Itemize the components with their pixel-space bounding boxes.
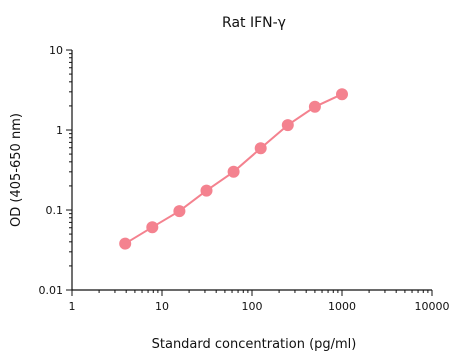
data-point: [336, 88, 348, 101]
data-point: [227, 165, 240, 178]
plot-area: [119, 88, 348, 250]
data-point: [281, 119, 294, 132]
y-tick-label: 0.1: [46, 204, 64, 217]
data-point: [173, 205, 186, 218]
y-axis-label: OD (405-650 nm): [9, 113, 24, 227]
y-tick-label: 1: [56, 124, 63, 137]
x-tick-label: 100: [242, 300, 263, 313]
data-point: [200, 184, 213, 197]
x-tick-label: 1000: [328, 300, 356, 313]
axes: 1 10 100 1000 10000 0.01 0.1 1 10: [39, 44, 449, 313]
x-tick-label: 1: [69, 300, 76, 313]
data-point: [254, 142, 267, 155]
x-axis-label: Standard concentration (pg/ml): [152, 337, 357, 352]
y-tick-label: 0.01: [39, 284, 64, 297]
chart-title: Rat IFN-γ: [222, 15, 286, 31]
data-point: [119, 237, 132, 250]
x-tick-label: 10000: [415, 300, 449, 313]
data-point: [308, 100, 321, 113]
data-point: [146, 221, 159, 234]
x-tick-label: 10: [155, 300, 169, 313]
y-tick-label: 10: [49, 44, 63, 57]
